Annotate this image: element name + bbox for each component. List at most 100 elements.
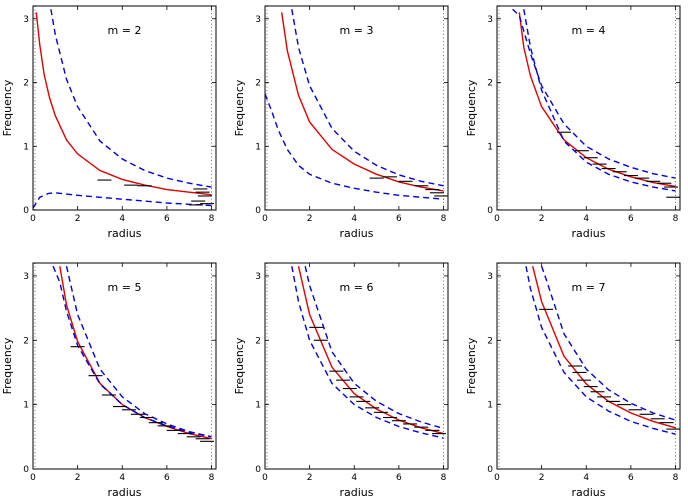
y-tick-label: 0 bbox=[255, 206, 261, 216]
plot-frame bbox=[264, 5, 449, 211]
panel-title: m = 5 bbox=[108, 281, 142, 294]
x-tick-label: 8 bbox=[209, 473, 215, 483]
y-tick-label: 3 bbox=[23, 272, 29, 282]
x-tick-label: 8 bbox=[441, 473, 447, 483]
chart-panel-1: 0 2 4 6 8 0 1 2 3 m = 3 radius Frequency bbox=[233, 5, 449, 240]
x-tick-label: 4 bbox=[351, 214, 357, 224]
bound-curve bbox=[291, 266, 444, 439]
y-tick-label: 1 bbox=[23, 142, 29, 152]
x-tick-label: 4 bbox=[119, 214, 125, 224]
x-axis-label: radius bbox=[571, 227, 605, 240]
plot-area bbox=[52, 265, 215, 442]
x-tick-label: 6 bbox=[164, 214, 170, 224]
y-tick-label: 0 bbox=[487, 465, 493, 475]
plot-area bbox=[525, 265, 680, 435]
bound-curve bbox=[512, 8, 676, 179]
y-tick-label: 0 bbox=[487, 206, 493, 216]
bound-curve bbox=[52, 265, 212, 438]
y-tick-label: 1 bbox=[255, 401, 261, 411]
x-tick-label: 4 bbox=[351, 473, 357, 483]
panel-title: m = 3 bbox=[340, 24, 374, 37]
x-tick-label: 8 bbox=[673, 214, 679, 224]
bound-curve bbox=[33, 192, 212, 209]
model-curve bbox=[532, 266, 676, 429]
chart-panel-3: 0 2 4 6 8 0 1 2 3 m = 5 radius Frequency bbox=[1, 262, 217, 498]
x-tick-label: 2 bbox=[539, 214, 545, 224]
plot-area bbox=[291, 266, 447, 439]
y-tick-label: 0 bbox=[23, 206, 29, 216]
y-tick-label: 2 bbox=[23, 336, 29, 346]
y-tick-label: 0 bbox=[23, 465, 29, 475]
x-tick-label: 4 bbox=[583, 214, 589, 224]
y-tick-label: 3 bbox=[23, 15, 29, 25]
bound-curve bbox=[540, 265, 676, 421]
x-tick-label: 4 bbox=[583, 473, 589, 483]
x-tick-label: 0 bbox=[30, 214, 36, 224]
chart-panel-4: 0 2 4 6 8 0 1 2 3 m = 6 radius Frequency bbox=[233, 262, 449, 498]
plot-frame bbox=[32, 262, 217, 470]
x-tick-label: 8 bbox=[673, 473, 679, 483]
x-tick-label: 0 bbox=[262, 214, 268, 224]
y-tick-label: 3 bbox=[487, 15, 493, 25]
x-axis-label: radius bbox=[571, 486, 605, 498]
x-tick-label: 0 bbox=[494, 214, 500, 224]
bound-curve bbox=[265, 93, 444, 200]
y-tick-label: 1 bbox=[255, 142, 261, 152]
y-tick-label: 2 bbox=[255, 336, 261, 346]
x-axis-label: radius bbox=[339, 486, 373, 498]
y-tick-label: 1 bbox=[487, 401, 493, 411]
x-tick-label: 6 bbox=[164, 473, 170, 483]
y-tick-label: 1 bbox=[23, 401, 29, 411]
panel-title: m = 7 bbox=[572, 281, 606, 294]
x-tick-label: 2 bbox=[539, 473, 545, 483]
y-tick-label: 2 bbox=[487, 79, 493, 89]
plot-frame bbox=[496, 5, 681, 211]
x-tick-label: 8 bbox=[441, 214, 447, 224]
bound-curve bbox=[50, 9, 212, 188]
chart-panel-2: 0 2 4 6 8 0 1 2 3 m = 4 radius Frequency bbox=[465, 5, 681, 240]
x-tick-label: 0 bbox=[494, 473, 500, 483]
x-tick-label: 6 bbox=[396, 473, 402, 483]
y-tick-label: 3 bbox=[255, 15, 261, 25]
panel-title: m = 6 bbox=[340, 281, 374, 294]
bound-curve bbox=[291, 9, 444, 187]
y-tick-label: 2 bbox=[23, 79, 29, 89]
x-tick-label: 0 bbox=[30, 473, 36, 483]
panel-title: m = 4 bbox=[572, 24, 606, 37]
y-tick-label: 0 bbox=[255, 465, 261, 475]
plot-frame bbox=[264, 262, 449, 470]
model-curve bbox=[518, 12, 676, 188]
bound-curve bbox=[525, 266, 676, 435]
x-axis-label: radius bbox=[339, 227, 373, 240]
plot-area bbox=[33, 9, 215, 209]
x-tick-label: 2 bbox=[307, 214, 313, 224]
y-axis-label: Frequency bbox=[1, 337, 14, 394]
y-axis-label: Frequency bbox=[465, 79, 478, 136]
x-tick-label: 2 bbox=[75, 214, 81, 224]
chart-panel-0: 0 2 4 6 8 0 1 2 3 m = 2 radius Frequency bbox=[1, 5, 217, 240]
chart-panel-5: 0 2 4 6 8 0 1 2 3 m = 7 radius Frequency bbox=[465, 262, 681, 498]
y-tick-label: 1 bbox=[487, 142, 493, 152]
plot-area bbox=[265, 9, 448, 200]
y-axis-label: Frequency bbox=[465, 337, 478, 394]
model-curve bbox=[35, 12, 212, 196]
plot-frame bbox=[32, 5, 217, 211]
y-axis-label: Frequency bbox=[1, 79, 14, 136]
model-curve bbox=[281, 12, 444, 192]
x-axis-label: radius bbox=[107, 227, 141, 240]
plot-area bbox=[512, 8, 680, 198]
x-tick-label: 2 bbox=[307, 473, 313, 483]
model-curve bbox=[59, 266, 212, 440]
panel-title: m = 2 bbox=[108, 24, 142, 37]
y-tick-label: 3 bbox=[255, 272, 261, 282]
x-axis-label: radius bbox=[107, 486, 141, 498]
bound-curve bbox=[523, 9, 676, 192]
plot-frame bbox=[496, 262, 681, 470]
x-tick-label: 8 bbox=[209, 214, 215, 224]
x-tick-label: 2 bbox=[75, 473, 81, 483]
x-tick-label: 6 bbox=[628, 473, 634, 483]
y-tick-label: 2 bbox=[255, 79, 261, 89]
y-tick-label: 2 bbox=[487, 336, 493, 346]
bound-curve bbox=[304, 266, 444, 430]
